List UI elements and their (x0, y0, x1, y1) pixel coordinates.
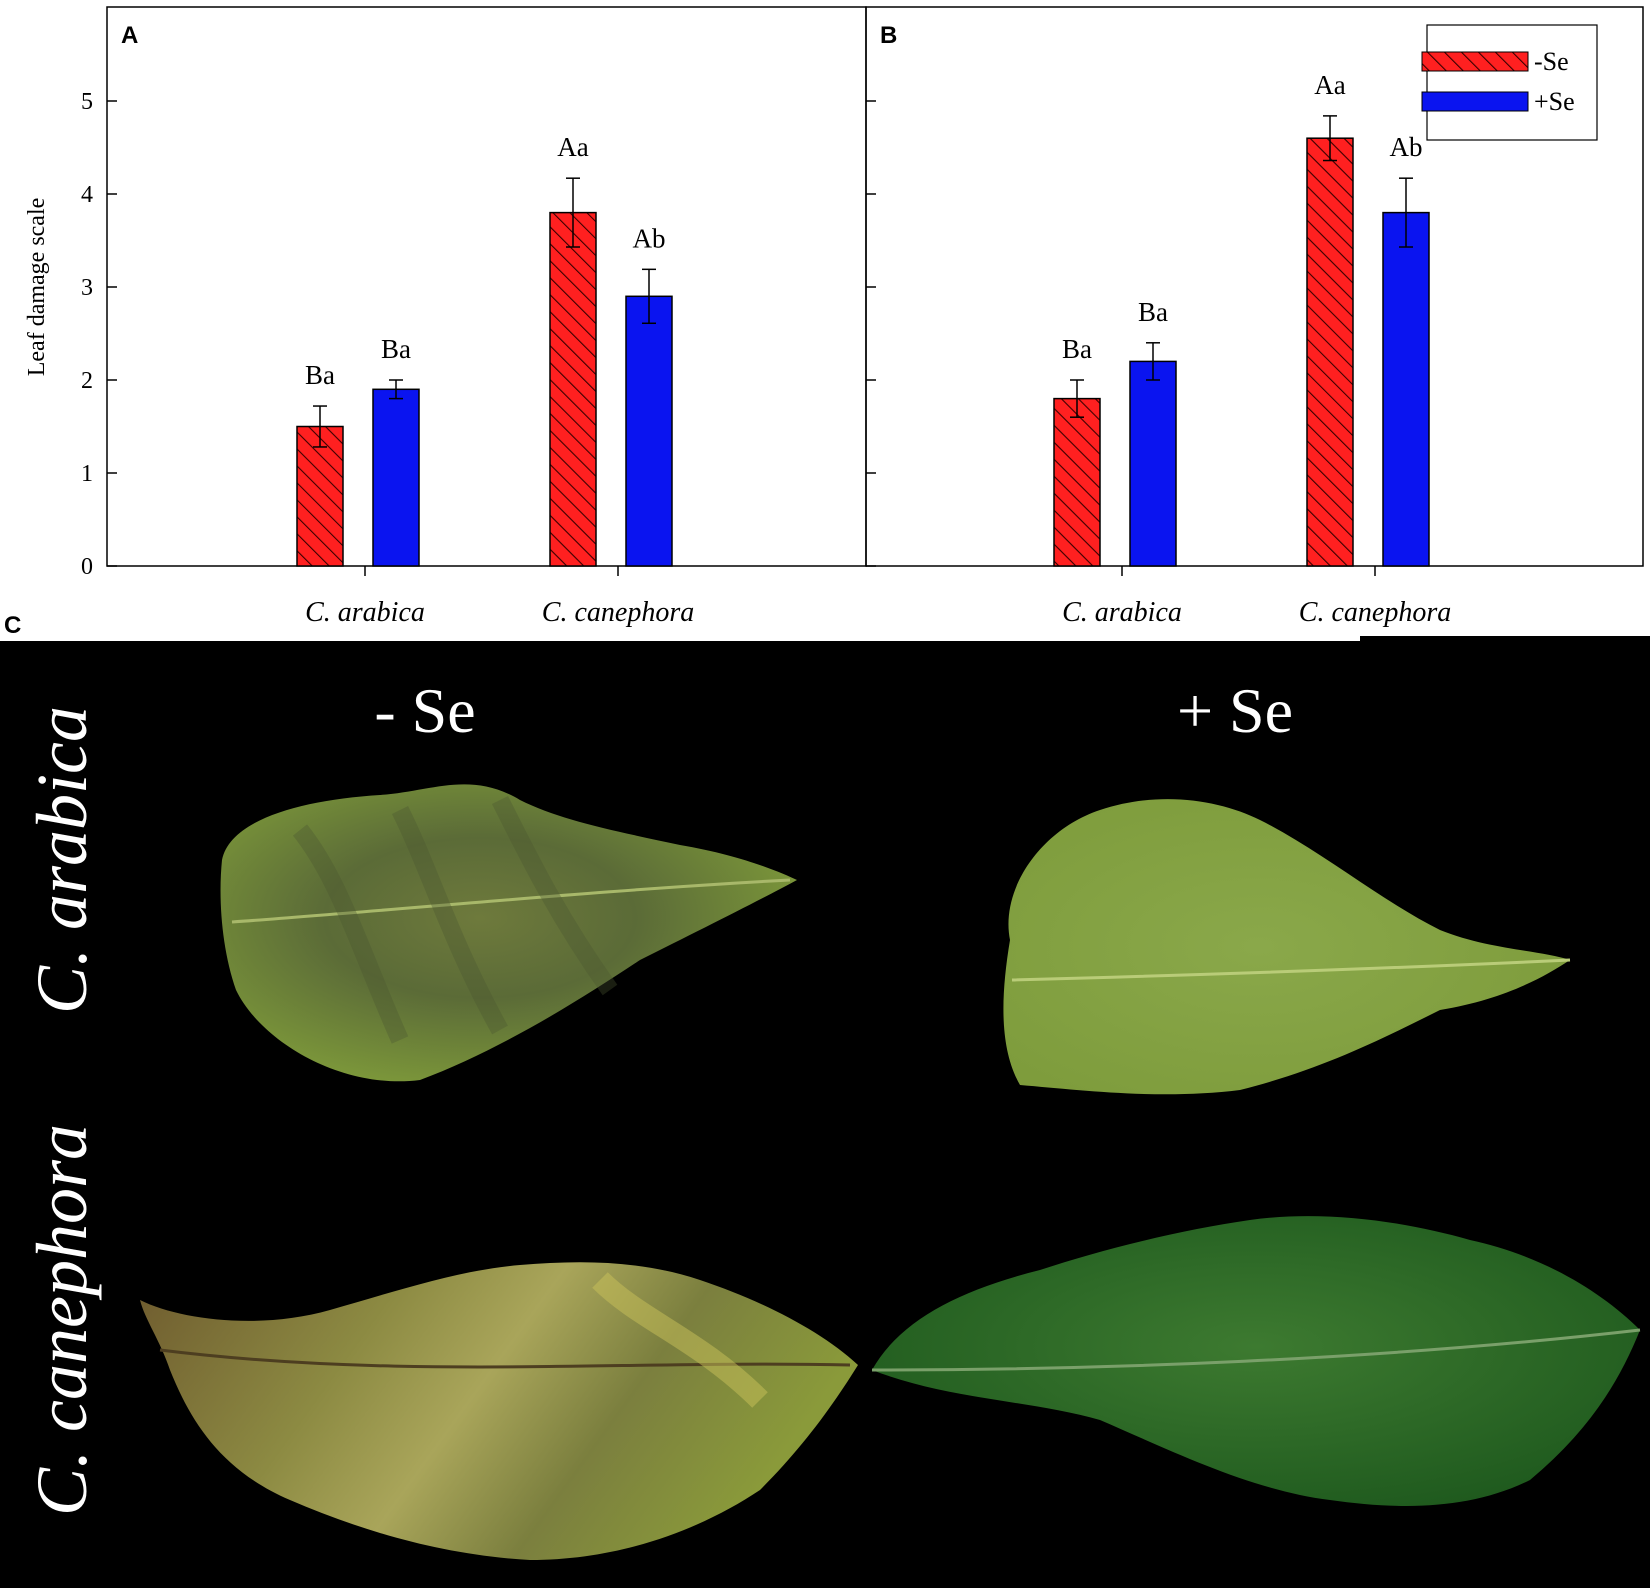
bar-a-1-minus-se (549, 211, 597, 567)
panel-c-label: C (4, 612, 21, 639)
bar-a-1-plus-se (625, 295, 673, 567)
y-axis-title: Leaf damage scale (24, 198, 50, 377)
bar-a-0-minus-se (296, 425, 344, 567)
legend-label-minus-se: -Se (1534, 47, 1569, 76)
panel-a-bars: Ba Ba Aa Ab (296, 132, 673, 576)
x-category-label-a-1: C. canephora (542, 597, 694, 628)
legend-box (1426, 24, 1598, 141)
bar-b-1-plus-se (1382, 211, 1430, 567)
bar-b-1-minus-se (1306, 137, 1354, 567)
legend-swatch-minus-se (1421, 51, 1529, 72)
leaf-arabica-minus-se (220, 784, 797, 1082)
x-category-label-b-1: C. canephora (1299, 597, 1451, 628)
panel-b-y-ticks (866, 100, 876, 567)
significance-label-a-1-1: Ab (633, 223, 666, 253)
legend-swatch-plus-se (1421, 91, 1529, 112)
bar-b-0-plus-se (1129, 360, 1177, 567)
y-tick-label-0: 0 (81, 554, 93, 580)
leaf-canephora-minus-se (140, 1262, 858, 1560)
panel-b-bars: Ba Ba Aa Ab (1053, 70, 1430, 576)
significance-label-a-0-1: Ba (381, 334, 411, 364)
y-tick-label-4: 4 (81, 182, 93, 208)
photo-edge-notch (1360, 636, 1650, 642)
photo-col-plus-se: + Se (1177, 675, 1293, 746)
panel-a-y-ticks: 0 1 2 3 4 5 (81, 89, 117, 580)
significance-label-b-0-0: Ba (1062, 334, 1092, 364)
significance-label-a-0-0: Ba (305, 360, 335, 390)
bar-b-0-minus-se (1053, 397, 1101, 567)
bar-a-0-plus-se (372, 388, 420, 567)
y-tick-label-5: 5 (81, 89, 93, 115)
significance-label-a-1-0: Aa (557, 132, 588, 162)
leaf-arabica-plus-se (1003, 799, 1571, 1095)
leaf-canephora-plus-se (871, 1216, 1641, 1506)
x-category-label-a-0: C. arabica (305, 597, 425, 628)
y-tick-label-3: 3 (81, 275, 93, 301)
legend-label-plus-se: +Se (1534, 87, 1575, 116)
photo-row-arabica: C. arabica (22, 706, 102, 1014)
panel-a-frame (106, 6, 867, 567)
y-tick-label-1: 1 (81, 461, 93, 487)
significance-label-b-1-1: Ab (1390, 132, 1423, 162)
plot-area: A B Leaf damage scale 0 1 2 3 4 5 Ba Ba Aa Ab Ba… (24, 6, 1644, 628)
photo-row-canephora: C. canephora (22, 1124, 102, 1516)
y-tick-label-2: 2 (81, 368, 93, 394)
legend: -Se +Se (1421, 24, 1598, 141)
photo-col-minus-se: - Se (374, 675, 475, 746)
panel-b-label: B (880, 22, 897, 49)
x-category-labels: C. arabica C. canephora C. arabica C. canep… (305, 597, 1451, 628)
panel-a-label: A (121, 22, 138, 49)
significance-label-b-0-1: Ba (1138, 297, 1168, 327)
x-category-label-b-0: C. arabica (1062, 597, 1182, 628)
significance-label-b-1-0: Aa (1314, 70, 1345, 100)
